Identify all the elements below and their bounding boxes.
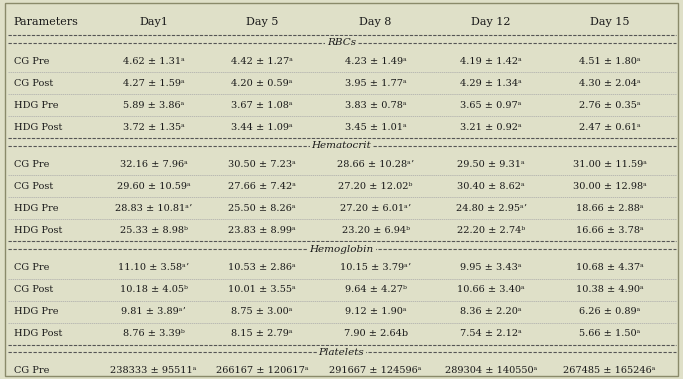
Text: 9.64 ± 4.27ᵇ: 9.64 ± 4.27ᵇ — [345, 285, 406, 294]
Text: Parameters: Parameters — [14, 17, 79, 27]
Text: 291667 ± 124596ᵃ: 291667 ± 124596ᵃ — [329, 366, 422, 375]
Text: 2.47 ± 0.61ᵃ: 2.47 ± 0.61ᵃ — [579, 123, 641, 132]
Text: 31.00 ± 11.59ᵃ: 31.00 ± 11.59ᵃ — [572, 160, 647, 169]
Text: CG Post: CG Post — [14, 182, 53, 191]
Text: 5.66 ± 1.50ᵃ: 5.66 ± 1.50ᵃ — [579, 329, 640, 338]
Text: 267485 ± 165246ᵃ: 267485 ± 165246ᵃ — [563, 366, 656, 375]
Text: 8.76 ± 3.39ᵇ: 8.76 ± 3.39ᵇ — [123, 329, 184, 338]
Text: 29.60 ± 10.59ᵃ: 29.60 ± 10.59ᵃ — [117, 182, 191, 191]
Text: 6.26 ± 0.89ᵃ: 6.26 ± 0.89ᵃ — [579, 307, 640, 316]
Text: 238333 ± 95511ᵃ: 238333 ± 95511ᵃ — [111, 366, 197, 375]
Text: 5.89 ± 3.86ᵃ: 5.89 ± 3.86ᵃ — [123, 101, 184, 110]
Text: 4.29 ± 1.34ᵃ: 4.29 ± 1.34ᵃ — [460, 79, 522, 88]
Text: 3.72 ± 1.35ᵃ: 3.72 ± 1.35ᵃ — [123, 123, 184, 132]
Text: 4.42 ± 1.27ᵃ: 4.42 ± 1.27ᵃ — [231, 57, 293, 66]
Text: HDG Post: HDG Post — [14, 123, 62, 132]
Text: 9.12 ± 1.90ᵃ: 9.12 ± 1.90ᵃ — [345, 307, 406, 316]
Text: 10.38 ± 4.90ᵃ: 10.38 ± 4.90ᵃ — [576, 285, 643, 294]
Text: 23.83 ± 8.99ᵃ: 23.83 ± 8.99ᵃ — [228, 226, 296, 235]
Text: 4.30 ± 2.04ᵃ: 4.30 ± 2.04ᵃ — [579, 79, 641, 88]
Text: 9.95 ± 3.43ᵃ: 9.95 ± 3.43ᵃ — [460, 263, 522, 272]
Text: 9.81 ± 3.89ᵃʼ: 9.81 ± 3.89ᵃʼ — [122, 307, 186, 316]
Text: 10.68 ± 4.37ᵃ: 10.68 ± 4.37ᵃ — [576, 263, 643, 272]
Text: 10.01 ± 3.55ᵃ: 10.01 ± 3.55ᵃ — [228, 285, 296, 294]
Text: 7.54 ± 2.12ᵃ: 7.54 ± 2.12ᵃ — [460, 329, 522, 338]
Text: 27.66 ± 7.42ᵃ: 27.66 ± 7.42ᵃ — [228, 182, 296, 191]
Text: HDG Post: HDG Post — [14, 226, 62, 235]
Text: 29.50 ± 9.31ᵃ: 29.50 ± 9.31ᵃ — [457, 160, 525, 169]
Text: CG Pre: CG Pre — [14, 160, 49, 169]
Text: 266167 ± 120617ᵃ: 266167 ± 120617ᵃ — [216, 366, 308, 375]
Text: RBCs: RBCs — [327, 38, 356, 47]
Text: 289304 ± 140550ᵃ: 289304 ± 140550ᵃ — [445, 366, 538, 375]
Text: 3.21 ± 0.92ᵃ: 3.21 ± 0.92ᵃ — [460, 123, 522, 132]
Text: 27.20 ± 12.02ᵇ: 27.20 ± 12.02ᵇ — [339, 182, 413, 191]
Text: CG Pre: CG Pre — [14, 263, 49, 272]
Text: 8.15 ± 2.79ᵃ: 8.15 ± 2.79ᵃ — [231, 329, 293, 338]
Text: 24.80 ± 2.95ᵃʼ: 24.80 ± 2.95ᵃʼ — [456, 204, 527, 213]
Text: 30.40 ± 8.62ᵃ: 30.40 ± 8.62ᵃ — [457, 182, 525, 191]
Text: 27.20 ± 6.01ᵃʼ: 27.20 ± 6.01ᵃʼ — [340, 204, 411, 213]
Text: Day1: Day1 — [139, 17, 168, 27]
Text: 4.23 ± 1.49ᵃ: 4.23 ± 1.49ᵃ — [345, 57, 406, 66]
Text: 25.33 ± 8.98ᵇ: 25.33 ± 8.98ᵇ — [120, 226, 188, 235]
Text: Hemoglobin: Hemoglobin — [309, 244, 374, 254]
Text: HDG Pre: HDG Pre — [14, 307, 58, 316]
Text: 4.51 ± 1.80ᵃ: 4.51 ± 1.80ᵃ — [579, 57, 641, 66]
Text: CG Pre: CG Pre — [14, 366, 49, 375]
Text: 10.66 ± 3.40ᵃ: 10.66 ± 3.40ᵃ — [457, 285, 525, 294]
Text: 10.18 ± 4.05ᵇ: 10.18 ± 4.05ᵇ — [120, 285, 188, 294]
Text: HDG Post: HDG Post — [14, 329, 62, 338]
Text: 3.67 ± 1.08ᵃ: 3.67 ± 1.08ᵃ — [231, 101, 293, 110]
Text: 25.50 ± 8.26ᵃ: 25.50 ± 8.26ᵃ — [228, 204, 296, 213]
Text: 7.90 ± 2.64b: 7.90 ± 2.64b — [344, 329, 408, 338]
Text: 3.45 ± 1.01ᵃ: 3.45 ± 1.01ᵃ — [345, 123, 406, 132]
Text: 3.65 ± 0.97ᵃ: 3.65 ± 0.97ᵃ — [460, 101, 522, 110]
Text: 4.27 ± 1.59ᵃ: 4.27 ± 1.59ᵃ — [123, 79, 184, 88]
Text: Day 5: Day 5 — [246, 17, 278, 27]
Text: 8.75 ± 3.00ᵃ: 8.75 ± 3.00ᵃ — [232, 307, 292, 316]
Text: 28.83 ± 10.81ᵃʼ: 28.83 ± 10.81ᵃʼ — [115, 204, 192, 213]
Text: 32.16 ± 7.96ᵃ: 32.16 ± 7.96ᵃ — [120, 160, 188, 169]
Text: CG Post: CG Post — [14, 285, 53, 294]
Text: 8.36 ± 2.20ᵃ: 8.36 ± 2.20ᵃ — [460, 307, 522, 316]
Text: 2.76 ± 0.35ᵃ: 2.76 ± 0.35ᵃ — [579, 101, 641, 110]
Text: 22.20 ± 2.74ᵇ: 22.20 ± 2.74ᵇ — [457, 226, 525, 235]
Text: 23.20 ± 6.94ᵇ: 23.20 ± 6.94ᵇ — [342, 226, 410, 235]
Text: Hematocrit: Hematocrit — [311, 141, 372, 150]
Text: Day 8: Day 8 — [359, 17, 392, 27]
Text: 10.15 ± 3.79ᵃʼ: 10.15 ± 3.79ᵃʼ — [340, 263, 411, 272]
Text: 11.10 ± 3.58ᵃʼ: 11.10 ± 3.58ᵃʼ — [118, 263, 189, 272]
Text: 3.44 ± 1.09ᵃ: 3.44 ± 1.09ᵃ — [231, 123, 293, 132]
Text: Day 12: Day 12 — [471, 17, 511, 27]
Text: Platelets: Platelets — [319, 348, 364, 357]
Text: 10.53 ± 2.86ᵃ: 10.53 ± 2.86ᵃ — [228, 263, 296, 272]
Text: 4.20 ± 0.59ᵃ: 4.20 ± 0.59ᵃ — [232, 79, 292, 88]
Text: CG Post: CG Post — [14, 79, 53, 88]
Text: 3.95 ± 1.77ᵃ: 3.95 ± 1.77ᵃ — [345, 79, 406, 88]
Text: 16.66 ± 3.78ᵃ: 16.66 ± 3.78ᵃ — [576, 226, 643, 235]
Text: 4.62 ± 1.31ᵃ: 4.62 ± 1.31ᵃ — [123, 57, 184, 66]
Text: HDG Pre: HDG Pre — [14, 204, 58, 213]
Text: CG Pre: CG Pre — [14, 57, 49, 66]
Text: 30.00 ± 12.98ᵃ: 30.00 ± 12.98ᵃ — [573, 182, 646, 191]
Text: 4.19 ± 1.42ᵃ: 4.19 ± 1.42ᵃ — [460, 57, 522, 66]
Text: HDG Pre: HDG Pre — [14, 101, 58, 110]
Text: 28.66 ± 10.28ᵃʼ: 28.66 ± 10.28ᵃʼ — [337, 160, 414, 169]
Text: Day 15: Day 15 — [590, 17, 629, 27]
Text: 3.83 ± 0.78ᵃ: 3.83 ± 0.78ᵃ — [345, 101, 406, 110]
Text: 18.66 ± 2.88ᵃ: 18.66 ± 2.88ᵃ — [576, 204, 643, 213]
Text: 30.50 ± 7.23ᵃ: 30.50 ± 7.23ᵃ — [228, 160, 296, 169]
